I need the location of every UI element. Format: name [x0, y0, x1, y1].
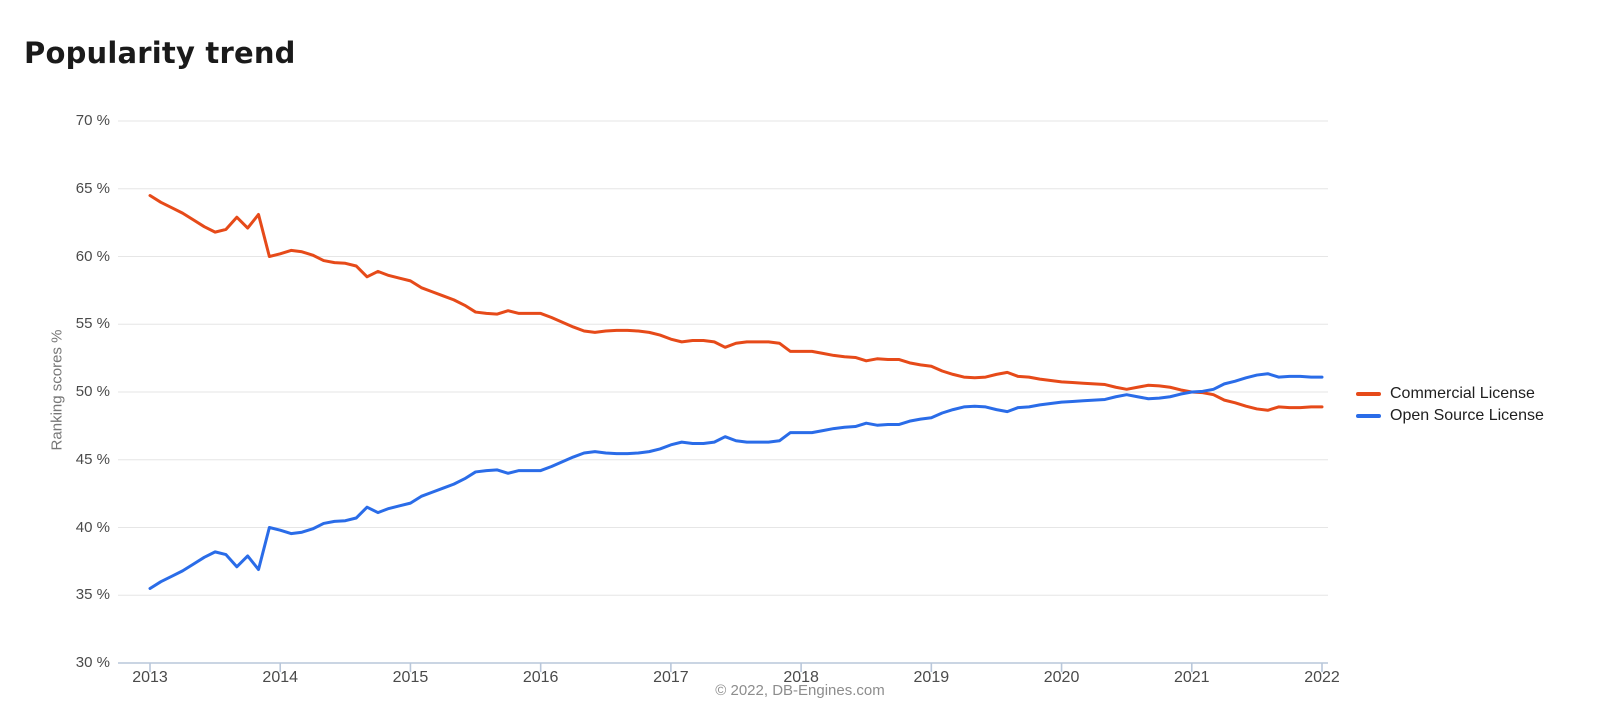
y-tick-label: 30 % [75, 654, 110, 671]
legend-swatch-open-source-icon [1356, 414, 1381, 418]
x-tick-label: 2019 [913, 669, 950, 686]
legend-label-open-source: Open Source License [1390, 407, 1544, 424]
y-tick-label: 40 % [75, 518, 110, 536]
y-tick-label: 50 % [75, 383, 110, 400]
legend-item-open-source[interactable]: Open Source License [1356, 405, 1544, 427]
x-tick-label: 2018 [783, 669, 819, 686]
y-tick-label: 70 % [75, 112, 110, 129]
y-tick-label: 65 % [75, 179, 110, 197]
y-tick-label: 35 % [75, 586, 110, 604]
y-tick-label: 45 % [75, 450, 110, 468]
x-tick-label: 2015 [392, 669, 429, 686]
y-tick-label: 55 % [75, 315, 110, 333]
x-tick-label: 2016 [522, 669, 559, 686]
x-tick-label: 2021 [1173, 669, 1210, 686]
legend-item-commercial[interactable]: Commercial License [1356, 383, 1544, 405]
copyright-note: © 2022, DB-Engines.com [715, 682, 885, 699]
x-tick-label: 2014 [262, 669, 299, 686]
page-title: Popularity trend [24, 36, 296, 70]
x-tick-label: 2022 [1304, 669, 1340, 686]
x-tick-label: 2020 [1043, 669, 1080, 686]
x-tick-label: 2017 [653, 669, 689, 686]
legend: Commercial License Open Source License [1356, 383, 1544, 427]
x-tick-label: 2013 [132, 669, 168, 686]
legend-swatch-commercial-icon [1356, 392, 1381, 396]
open-source-license-line[interactable] [148, 372, 1324, 590]
legend-label-commercial: Commercial License [1390, 385, 1535, 402]
y-tick-label: 60 % [75, 247, 110, 265]
commercial-license-line[interactable] [148, 194, 1324, 412]
